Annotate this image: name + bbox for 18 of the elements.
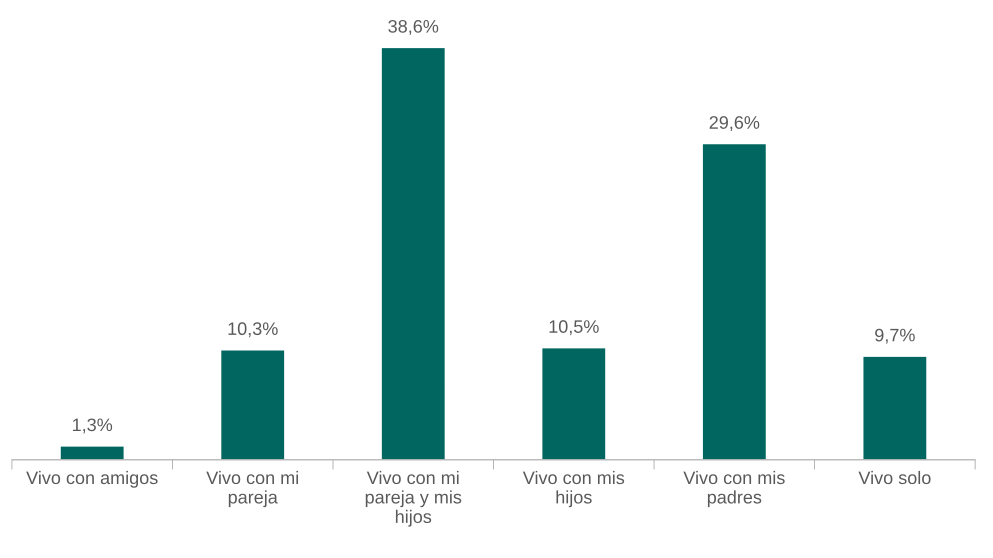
x-tick-label: Vivo con amigos bbox=[26, 470, 158, 488]
data-label: 1,3% bbox=[72, 418, 112, 434]
bar bbox=[380, 46, 446, 460]
x-tick-label: Vivo con mis padres bbox=[683, 470, 785, 508]
bar bbox=[862, 355, 928, 460]
bar bbox=[702, 142, 768, 460]
x-tick-label: Vivo con mi pareja y mis hijos bbox=[366, 470, 462, 527]
x-tick-label: Vivo con mis hijos bbox=[522, 470, 624, 508]
data-label: 38,6% bbox=[388, 20, 438, 35]
x-tick-label: Vivo con mi pareja bbox=[206, 470, 298, 508]
data-label: 10,5% bbox=[550, 320, 599, 336]
data-label: 10,3% bbox=[228, 322, 278, 338]
data-label: 9,7% bbox=[875, 328, 915, 344]
x-tick-label: Vivo solo bbox=[858, 470, 931, 484]
data-label: 29,6% bbox=[710, 116, 760, 132]
bar bbox=[540, 346, 607, 460]
bar bbox=[59, 445, 125, 460]
bar bbox=[220, 349, 286, 460]
